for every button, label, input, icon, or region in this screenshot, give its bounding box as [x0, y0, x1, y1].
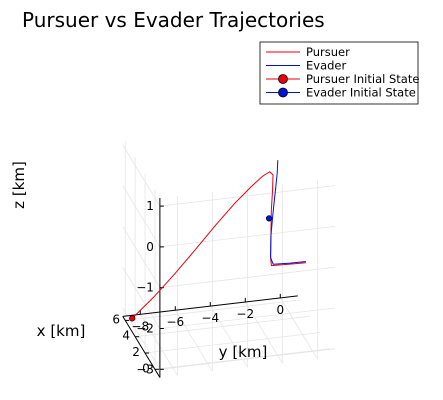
y-tick-label: −6 — [166, 315, 184, 329]
y-tick-label: 0 — [276, 303, 284, 317]
grid-line-floor-y — [244, 301, 283, 364]
z-axis-label: z [km] — [10, 161, 28, 209]
grid-lines — [122, 140, 335, 376]
grid-line-side-z — [122, 144, 161, 207]
grid-line-side-z — [122, 185, 161, 248]
chart-title: Pursuer vs Evader Trajectories — [22, 8, 325, 32]
initial-state-markers — [129, 215, 273, 322]
x-tick-label: 4 — [122, 329, 130, 343]
x-tick-label: 6 — [112, 312, 120, 326]
grid-line-floor-x — [154, 348, 330, 370]
y-tick-label: −8 — [131, 319, 149, 333]
z-tick-label: −2 — [136, 321, 154, 335]
grid-line-side-z — [122, 267, 161, 329]
y-axis-label: y [km] — [219, 343, 268, 361]
marker-pursuer-initial-state — [129, 315, 136, 322]
series-line-pursuer — [131, 171, 306, 319]
legend-swatch-marker — [278, 74, 288, 84]
legend-label: Pursuer Initial State — [306, 72, 419, 86]
x-axis-line — [122, 316, 161, 378]
legend-label: Pursuer — [306, 45, 350, 59]
grid-line-floor-y — [139, 314, 178, 376]
grid-line-side-z — [122, 307, 161, 370]
x-tick-label: 0 — [142, 361, 150, 375]
grid-line-floor-x — [135, 315, 311, 338]
marker-evader-initial-state — [265, 215, 273, 222]
grid-line-floor-y — [209, 305, 248, 368]
y-tick-label: −4 — [201, 311, 219, 325]
z-tick-label: 0 — [146, 240, 154, 254]
legend-swatch-marker — [278, 87, 288, 98]
series-line-evader — [270, 160, 306, 265]
grid-line-floor-x — [145, 332, 321, 354]
grid-line-floor-x — [125, 299, 301, 321]
grid-line-floor-y — [279, 297, 318, 360]
x-tick-label: 2 — [132, 345, 140, 359]
grid-line-floor-y — [174, 309, 213, 372]
z-tick-label: −3 — [136, 362, 154, 376]
y-tick-label: −2 — [236, 307, 254, 321]
z-tick-label: −1 — [136, 281, 154, 295]
legend-label: Evader Initial State — [306, 86, 416, 100]
series-lines — [131, 160, 306, 319]
grid-line-side-z — [122, 226, 161, 288]
legend-label: Evader — [306, 59, 346, 73]
x-axis-label: x [km] — [37, 322, 86, 340]
z-tick-label: 1 — [146, 199, 154, 213]
